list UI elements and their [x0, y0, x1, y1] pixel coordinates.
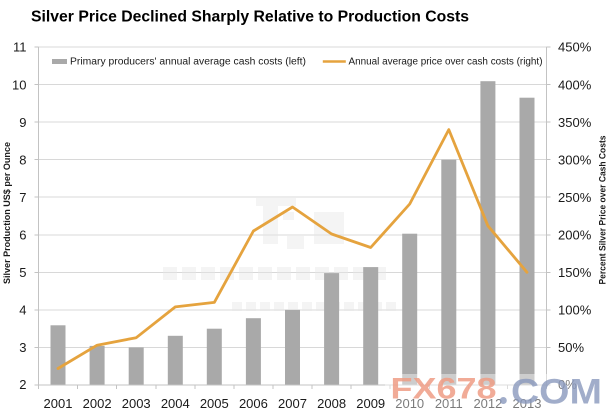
svg-text:250%: 250%	[558, 190, 592, 205]
svg-text:100%: 100%	[558, 303, 592, 318]
svg-text:2001: 2001	[44, 396, 73, 411]
svg-text:FX678: FX678	[391, 373, 497, 406]
svg-text:50%: 50%	[558, 340, 584, 355]
svg-text:Percent Silver Price over Cash: Percent Silver Price over Cash Costs	[598, 136, 608, 285]
svg-text:300%: 300%	[558, 152, 592, 167]
svg-text:7: 7	[19, 190, 26, 205]
svg-text:COM: COM	[511, 373, 602, 412]
svg-text:5: 5	[19, 265, 26, 280]
svg-text:8: 8	[19, 152, 26, 167]
svg-text:Annual average price over cash: Annual average price over cash costs (ri…	[349, 57, 543, 68]
svg-text:450%: 450%	[558, 40, 592, 55]
svg-text:Silver Production US$ per Ounc: Silver Production US$ per Ounce	[2, 142, 12, 284]
svg-text:4: 4	[19, 303, 26, 318]
svg-text:2010: 2010	[395, 396, 424, 411]
svg-text:2006: 2006	[239, 396, 268, 411]
svg-text:2008: 2008	[317, 396, 346, 411]
svg-text:9: 9	[19, 115, 26, 130]
svg-text:2002: 2002	[83, 396, 112, 411]
svg-text:Primary producers' annual aver: Primary producers' annual average cash c…	[70, 57, 306, 68]
svg-text:2011: 2011	[435, 396, 463, 411]
svg-text:2005: 2005	[200, 396, 229, 411]
svg-text:2003: 2003	[122, 396, 151, 411]
svg-text:Silver Price Declined Sharply: Silver Price Declined Sharply Relative t…	[31, 8, 469, 25]
svg-text:10: 10	[12, 77, 26, 92]
svg-text:11: 11	[13, 40, 27, 55]
svg-text:2009: 2009	[356, 396, 385, 411]
svg-text:2007: 2007	[278, 396, 307, 411]
svg-text:0%: 0%	[558, 377, 577, 392]
svg-text:150%: 150%	[558, 265, 592, 280]
svg-text:2012: 2012	[473, 396, 502, 411]
svg-text:6: 6	[19, 228, 26, 243]
svg-text:3: 3	[19, 340, 26, 355]
svg-text:2004: 2004	[161, 396, 190, 411]
svg-text:350%: 350%	[558, 115, 592, 130]
svg-text:2013: 2013	[513, 396, 542, 411]
svg-text:400%: 400%	[558, 77, 592, 92]
svg-text:200%: 200%	[558, 228, 592, 243]
svg-text:2: 2	[19, 377, 26, 392]
